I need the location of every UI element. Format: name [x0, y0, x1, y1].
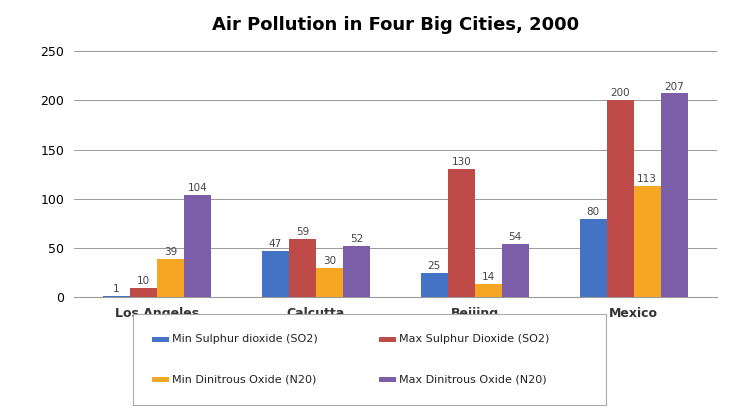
Bar — [633, 186, 661, 297]
Text: 10: 10 — [137, 275, 150, 285]
Bar — [502, 244, 529, 297]
Bar — [607, 100, 633, 297]
Text: 39: 39 — [164, 247, 177, 257]
Title: Air Pollution in Four Big Cities, 2000: Air Pollution in Four Big Cities, 2000 — [212, 16, 579, 34]
Bar — [157, 259, 184, 297]
Bar — [420, 273, 448, 297]
Bar — [474, 284, 502, 297]
FancyBboxPatch shape — [379, 377, 396, 382]
Bar — [343, 246, 370, 297]
Text: Max Dinitrous Oxide (N20): Max Dinitrous Oxide (N20) — [399, 374, 546, 385]
FancyBboxPatch shape — [379, 337, 396, 342]
Bar — [448, 169, 474, 297]
Text: 80: 80 — [587, 206, 599, 216]
Text: Min Sulphur dioxide (SO2): Min Sulphur dioxide (SO2) — [171, 334, 318, 344]
FancyBboxPatch shape — [152, 337, 169, 342]
Bar — [289, 239, 316, 297]
Bar — [316, 268, 343, 297]
Text: 1: 1 — [113, 285, 120, 294]
Text: 14: 14 — [482, 272, 495, 282]
Bar — [661, 93, 687, 297]
Text: 30: 30 — [323, 256, 336, 266]
Text: 52: 52 — [350, 234, 363, 244]
Text: 130: 130 — [452, 157, 471, 167]
Bar — [579, 218, 607, 297]
Bar — [184, 195, 211, 297]
Text: 54: 54 — [508, 232, 522, 242]
Text: 47: 47 — [269, 239, 282, 249]
Text: 113: 113 — [637, 174, 657, 184]
Text: 200: 200 — [610, 88, 630, 98]
Text: 104: 104 — [188, 183, 208, 193]
Text: Min Dinitrous Oxide (N20): Min Dinitrous Oxide (N20) — [171, 374, 316, 385]
Text: 25: 25 — [428, 261, 441, 271]
Bar — [130, 287, 157, 297]
Text: Max Sulphur Dioxide (SO2): Max Sulphur Dioxide (SO2) — [399, 334, 549, 344]
Text: 59: 59 — [296, 227, 309, 237]
Bar — [262, 251, 289, 297]
FancyBboxPatch shape — [152, 377, 169, 382]
Text: 207: 207 — [664, 81, 684, 92]
